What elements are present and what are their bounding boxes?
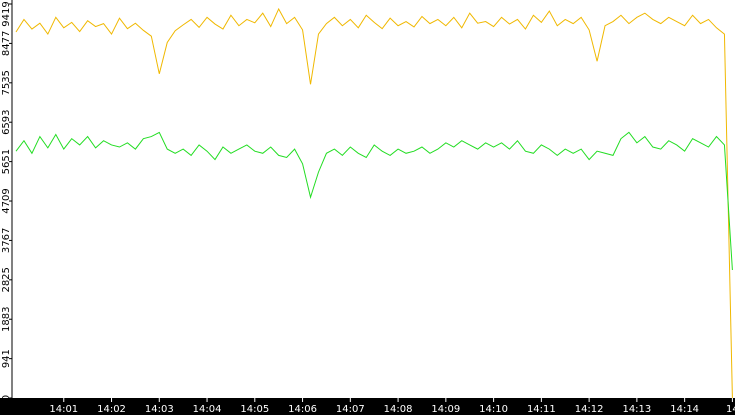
y-tick-label: 2825 xyxy=(1,267,12,292)
y-tick-label: 4709 xyxy=(1,188,12,213)
x-tick-label: 14:02 xyxy=(97,404,126,415)
y-tick-label: 8477 xyxy=(1,31,12,56)
series-line xyxy=(15,7,733,399)
y-tick-label: 5651 xyxy=(1,149,12,174)
x-tick-label: 14:04 xyxy=(193,404,222,415)
x-tick-label: 14:06 xyxy=(288,404,317,415)
x-tick-label: 14:01 xyxy=(49,404,78,415)
x-tick-label: 14:10 xyxy=(479,404,508,415)
y-tick-label: 6593 xyxy=(1,109,12,134)
y-tick-label: 0 xyxy=(1,395,12,401)
x-tick-label: 14:09 xyxy=(431,404,460,415)
x-tick-label: 14:12 xyxy=(575,404,604,415)
x-tick-label: 14:03 xyxy=(145,404,174,415)
x-axis-band xyxy=(0,398,735,415)
x-tick-label: 14:14 xyxy=(670,404,699,415)
series-line xyxy=(15,131,733,271)
y-tick-label: 941 xyxy=(1,349,12,368)
x-tick-label: 14:05 xyxy=(240,404,269,415)
x-tick-label: 14:11 xyxy=(527,404,556,415)
y-tick-label: 7535 xyxy=(1,70,12,95)
x-tick-label: 14 xyxy=(726,404,735,415)
x-tick-label: 14:08 xyxy=(384,404,413,415)
x-tick-label: 14:13 xyxy=(622,404,651,415)
y-tick-label: 9419 xyxy=(1,1,12,26)
x-tick-label: 14:07 xyxy=(336,404,365,415)
y-tick-label: 1883 xyxy=(1,307,12,332)
y-tick-label: 3767 xyxy=(1,228,12,253)
